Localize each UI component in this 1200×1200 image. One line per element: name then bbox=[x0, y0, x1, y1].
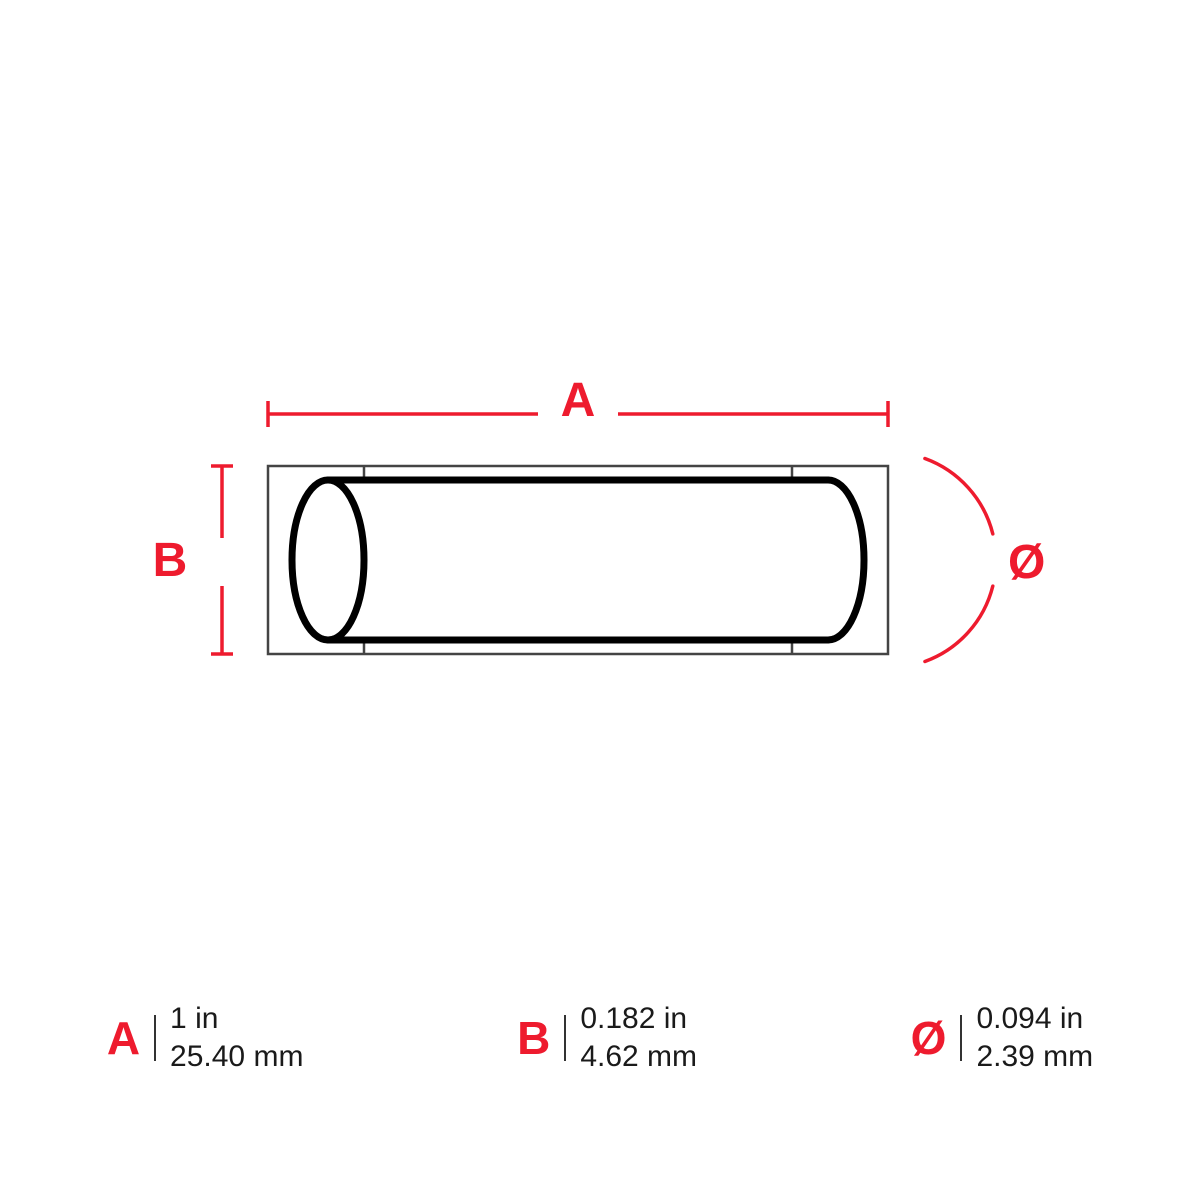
legend-value-mm: 2.39 mm bbox=[976, 1038, 1093, 1076]
legend-value-in: 0.094 in bbox=[976, 1000, 1093, 1038]
legend-item: A 1 in25.40 mm bbox=[107, 1000, 304, 1075]
tube-end-right bbox=[828, 480, 864, 640]
dimension-legend: A 1 in25.40 mm B 0.182 in4.62 mm Ø 0.094 in2.… bbox=[0, 1000, 1200, 1075]
legend-key: Ø bbox=[911, 1015, 963, 1061]
legend-value-in: 0.182 in bbox=[580, 1000, 697, 1038]
diagram-container: A B Ø A 1 in25.40 mm B 0.182 in4.62 mm Ø 0.094 … bbox=[0, 0, 1200, 1200]
legend-value-mm: 4.62 mm bbox=[580, 1038, 697, 1076]
legend-values: 0.182 in4.62 mm bbox=[580, 1000, 697, 1075]
legend-key: A bbox=[107, 1015, 156, 1061]
dim-d-label: Ø bbox=[1008, 536, 1045, 589]
dim-d-arc-bottom bbox=[925, 586, 993, 661]
dim-a-label: A bbox=[561, 374, 596, 427]
legend-item: B 0.182 in4.62 mm bbox=[517, 1000, 697, 1075]
legend-key: B bbox=[517, 1015, 566, 1061]
tube-end-left bbox=[292, 480, 364, 640]
legend-values: 0.094 in2.39 mm bbox=[976, 1000, 1093, 1075]
legend-value-mm: 25.40 mm bbox=[170, 1038, 303, 1076]
dim-d-arc-top bbox=[925, 459, 993, 534]
legend-value-in: 1 in bbox=[170, 1000, 303, 1038]
tube-body-fill bbox=[328, 480, 828, 640]
legend-item: Ø 0.094 in2.39 mm bbox=[911, 1000, 1094, 1075]
legend-values: 1 in25.40 mm bbox=[170, 1000, 303, 1075]
dim-b-label: B bbox=[153, 534, 188, 587]
